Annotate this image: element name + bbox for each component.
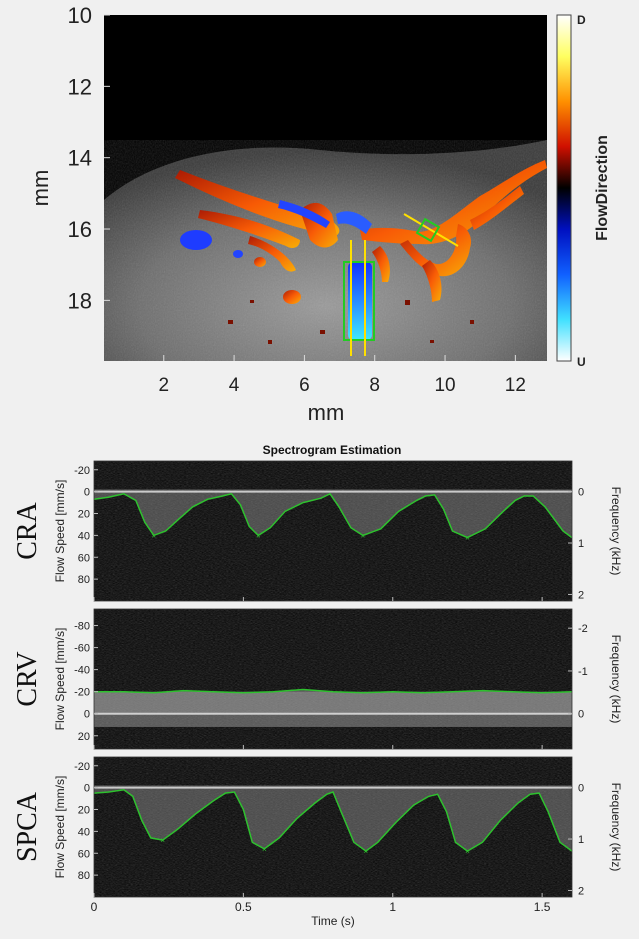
spectrogram-ytick-label: 60	[78, 848, 90, 860]
spectrogram-peak-marker: ×	[361, 531, 366, 540]
spectrogram-frame	[93, 608, 573, 750]
colorbar-title: FlowDirection	[594, 135, 611, 241]
spectrogram-ytick-label: 80	[78, 870, 90, 882]
doppler-ylabel: mm	[28, 170, 53, 207]
roi-box-spca	[415, 217, 441, 243]
colorbar-top-label: D	[577, 13, 586, 27]
spectrogram-ytick-label: -20	[74, 761, 90, 773]
spectrogram-y2tick-label: 2	[578, 589, 584, 601]
spectrogram-ytick-label: -60	[74, 643, 90, 655]
spectrogram-ylabel: Flow Speed [mm/s]	[53, 628, 67, 731]
doppler-ytick-label: 18	[68, 288, 92, 313]
spectrogram-y2label: Frequency (kHz)	[609, 783, 623, 872]
spectrogram-y2tick-label: 1	[578, 538, 584, 550]
spectrogram-xtick-label: 1.5	[534, 900, 551, 914]
spectrogram-noise	[94, 609, 572, 749]
spectrogram-peak-marker: ×	[262, 845, 267, 854]
spectrogram-ytick-label: 40	[78, 530, 90, 542]
spectrogram-peak-marker: ×	[465, 534, 470, 543]
spectrogram-ytick-label: 0	[84, 783, 90, 795]
spectrogram-xtick-label: 1	[389, 900, 396, 914]
spectrogram-peak-marker: ×	[364, 847, 369, 856]
roi-markers	[343, 213, 459, 356]
spectrogram-peak-marker: ×	[160, 836, 165, 845]
spectrogram-y2tick-label: 1	[578, 834, 584, 846]
spectrogram-ytick-label: 20	[78, 509, 90, 521]
spectrogram-ytick-label: -40	[74, 665, 90, 677]
spectrogram-envelope	[94, 688, 573, 694]
spectrogram-noise	[94, 757, 572, 897]
doppler-xtick-label: 2	[158, 375, 169, 396]
spectrogram-ytick-label: 0	[84, 487, 90, 499]
spectrogram-xtick-label: 0	[91, 900, 98, 914]
spectrogram-y2tick-label: -1	[578, 666, 588, 678]
doppler-image	[104, 15, 547, 361]
spectrogram-xlabel: Time (s)	[311, 914, 355, 928]
spectrogram-y2label: Frequency (kHz)	[609, 635, 623, 724]
spectrogram-frame	[93, 756, 573, 898]
colorbar-bottom-label: U	[577, 355, 586, 369]
doppler-xtick-label: 10	[434, 375, 455, 396]
doppler-ytick-label: 12	[68, 74, 92, 99]
spectrogram-ytick-label: -20	[74, 687, 90, 699]
spectrogram-ytick-label: -80	[74, 621, 90, 633]
doppler-xtick-label: 6	[299, 375, 310, 396]
panel-label-crv: CRV	[12, 651, 43, 706]
doppler-ytick-label: 16	[68, 217, 92, 242]
noise-specks	[228, 300, 474, 344]
spectrogram-panel-cra: × × × × -20 0 20 40 60 80 0 1 2 Flow Speed [mm/s] Freq…	[12, 460, 623, 602]
colorbar: D U FlowDirection	[556, 13, 611, 369]
spectrogram-peak-marker: ×	[151, 531, 156, 540]
spectrogram-envelope	[93, 492, 573, 539]
doppler-xtick-label: 12	[505, 375, 526, 396]
spectrogram-frame	[93, 460, 573, 602]
doppler-xtick-label: 4	[229, 375, 240, 396]
spectrogram-ylabel: Flow Speed [mm/s]	[53, 776, 67, 879]
spectrogram-y2label: Frequency (kHz)	[609, 487, 623, 576]
spectrogram-ytick-label: 20	[78, 805, 90, 817]
doppler-xtick-label: 8	[369, 375, 380, 396]
spectrogram-panel-spca: × × × × -20 0 20 40 60 80 0 1 2 Flow Speed [mm/s] Freq…	[12, 756, 623, 898]
red-vessels	[175, 160, 547, 304]
spectrogram-ylabel: Flow Speed [mm/s]	[53, 480, 67, 583]
spectrogram-ytick-label: 0	[84, 709, 90, 721]
spectrogram-peak-marker: ×	[256, 531, 261, 540]
spectrogram-ytick-label: 40	[78, 826, 90, 838]
spectrogram-y2tick-label: 0	[578, 487, 584, 499]
spectrogram-ytick-label: 80	[78, 574, 90, 586]
tissue-speckle	[104, 140, 547, 361]
colorbar-scale	[556, 14, 572, 362]
spectrogram-envelope	[93, 789, 573, 853]
roi-line-angled	[403, 213, 459, 247]
spectrogram-ytick-label: -20	[74, 465, 90, 477]
spectrogram-y2tick-label: 2	[578, 885, 584, 897]
roi-box-cra	[343, 261, 375, 341]
doppler-ytick-label: 10	[68, 3, 92, 28]
panel-label-cra: CRA	[12, 501, 43, 559]
spectrogram-ytick-label: 60	[78, 552, 90, 564]
spectrogram-xtick-label: 0.5	[235, 900, 252, 914]
spectrogram-noise	[94, 461, 572, 601]
spectrogram-y2tick-label: 0	[578, 709, 584, 721]
doppler-xlabel: mm	[308, 400, 345, 425]
panel-label-spca: SPCA	[12, 791, 43, 862]
doppler-axes: 2 4 6 8 10 12 10 12 14 16 18	[68, 3, 526, 396]
spectrogram-title: Spectrogram Estimation	[263, 443, 402, 457]
spectrogram-panel-crv: -80 -60 -40 -20 0 20 -2 -1 0 Flow Speed [mm/s] Fre…	[12, 608, 623, 750]
spectrogram-y2tick-label: -2	[578, 623, 588, 635]
spectrogram-y2tick-label: 0	[578, 783, 584, 795]
doppler-ytick-label: 14	[68, 146, 92, 171]
spectrogram-peak-marker: ×	[465, 847, 470, 856]
spectrogram-ytick-label: 20	[78, 731, 90, 743]
